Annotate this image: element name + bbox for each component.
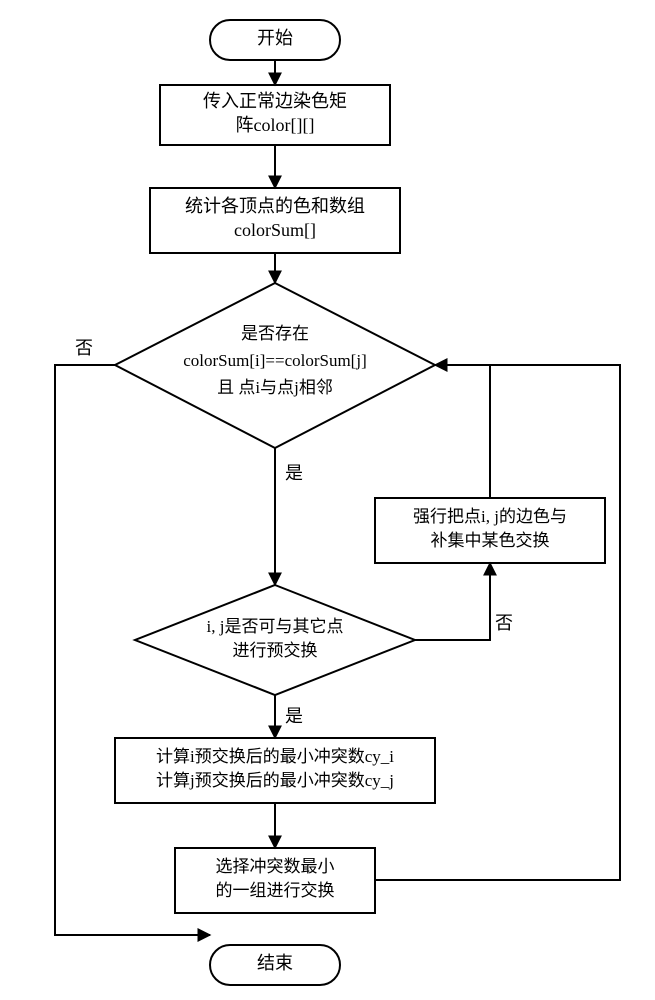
calc-line1: 计算i预交换后的最小冲突数cy_i <box>156 747 394 766</box>
p2-line2: colorSum[] <box>234 220 316 240</box>
node-end: 结束 <box>210 945 340 985</box>
d2-line2: 进行预交换 <box>233 641 318 660</box>
p1-line1: 传入正常边染色矩 <box>203 91 347 111</box>
d2-yes-label: 是 <box>285 706 303 726</box>
node-force-swap: 强行把点i, j的边色与 补集中某色交换 <box>375 498 605 563</box>
calc-line2: 计算j预交换后的最小冲突数cy_j <box>156 771 394 790</box>
node-pick: 选择冲突数最小 的一组进行交换 <box>175 848 375 913</box>
node-start: 开始 <box>210 20 340 60</box>
force-line2: 补集中某色交换 <box>431 531 550 550</box>
p1-line2: 阵color[][] <box>236 115 315 135</box>
p2-line1: 统计各顶点的色和数组 <box>185 196 365 216</box>
edge-d2-no-force <box>415 563 490 640</box>
node-d2: i, j是否可与其它点 进行预交换 <box>135 585 415 695</box>
flowchart: 开始 传入正常边染色矩 阵color[][] 统计各顶点的色和数组 colorS… <box>0 0 655 1000</box>
d2-no-label: 否 <box>495 613 513 633</box>
pick-line2: 的一组进行交换 <box>216 881 335 900</box>
pick-line1: 选择冲突数最小 <box>216 857 335 876</box>
d1-line2: colorSum[i]==colorSum[j] <box>183 351 366 370</box>
d1-line3: 且 点i与点j相邻 <box>217 378 333 397</box>
start-label: 开始 <box>257 28 293 48</box>
d1-no-label: 否 <box>75 338 93 358</box>
node-d1: 是否存在 colorSum[i]==colorSum[j] 且 点i与点j相邻 <box>115 283 435 448</box>
node-p1: 传入正常边染色矩 阵color[][] <box>160 85 390 145</box>
d1-line1: 是否存在 <box>241 324 309 343</box>
node-p2: 统计各顶点的色和数组 colorSum[] <box>150 188 400 253</box>
d1-yes-label: 是 <box>285 463 303 483</box>
force-line1: 强行把点i, j的边色与 <box>413 507 567 526</box>
edge-force-d1 <box>435 365 490 498</box>
end-label: 结束 <box>257 953 293 973</box>
node-calc: 计算i预交换后的最小冲突数cy_i 计算j预交换后的最小冲突数cy_j <box>115 738 435 803</box>
d2-line1: i, j是否可与其它点 <box>207 617 344 636</box>
